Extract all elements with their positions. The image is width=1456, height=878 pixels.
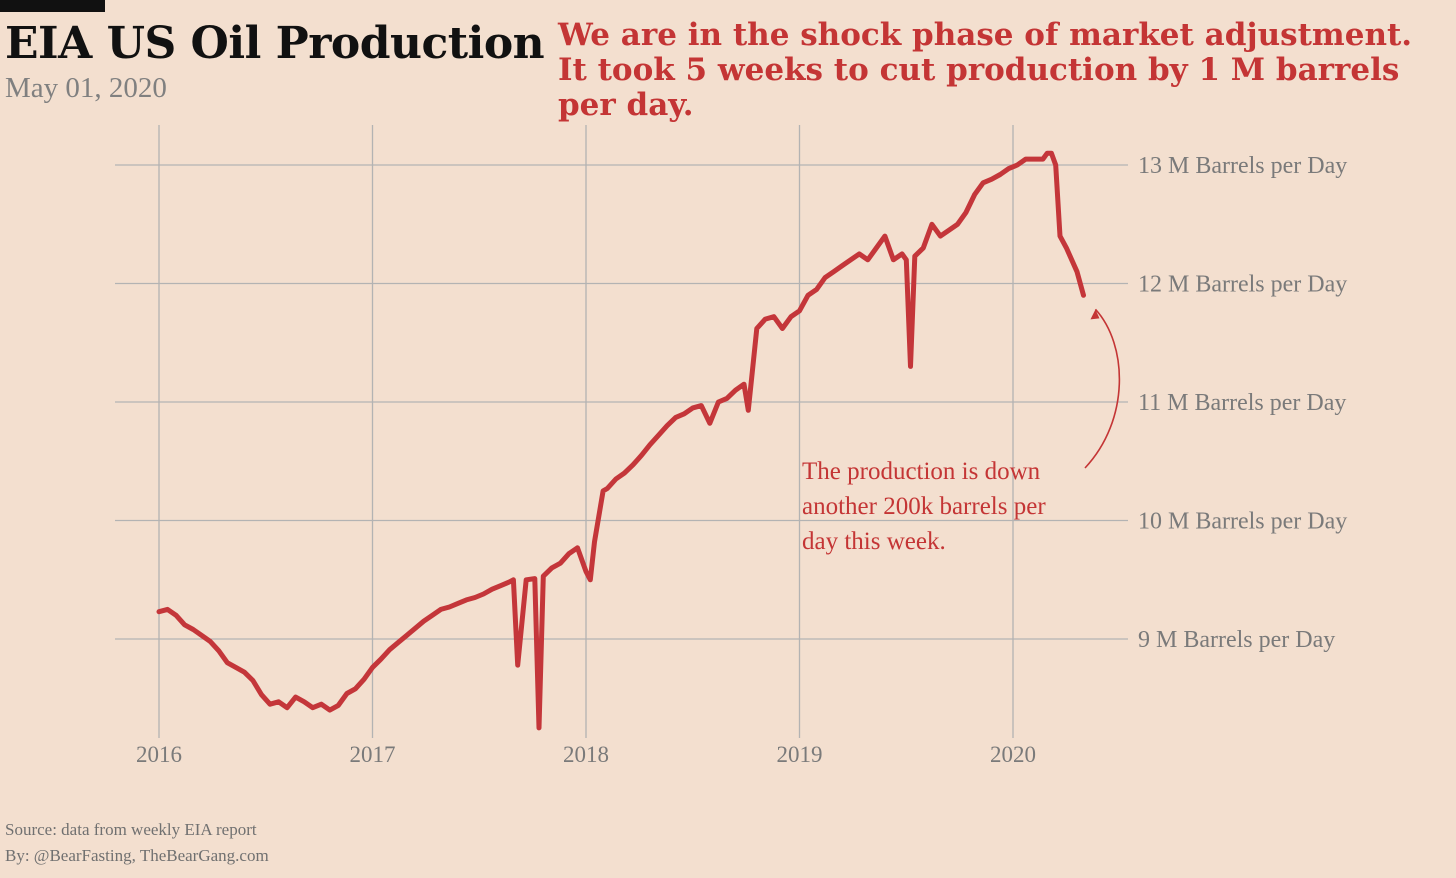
annotation-text-line: another 200k barrels per bbox=[802, 493, 1046, 520]
source-note: Source: data from weekly EIA report bbox=[5, 820, 257, 839]
x-tick-label: 2019 bbox=[777, 742, 823, 767]
y-tick-label: 9 M Barrels per Day bbox=[1138, 627, 1335, 653]
annotation-group: The production is down another 200k barre… bbox=[802, 308, 1121, 555]
x-axis: 2016 2017 2018 2019 2020 bbox=[136, 742, 1036, 767]
x-tick-label: 2018 bbox=[563, 742, 609, 767]
annotation-arrow bbox=[1084, 308, 1121, 469]
annotation-text-line: The production is down bbox=[802, 458, 1041, 485]
y-tick-label: 11 M Barrels per Day bbox=[1138, 390, 1346, 416]
y-axis: 9 M Barrels per Day 10 M Barrels per Day 1… bbox=[1138, 153, 1347, 653]
y-tick-label: 12 M Barrels per Day bbox=[1138, 272, 1347, 298]
top-accent-bar bbox=[0, 0, 105, 12]
x-tick-label: 2020 bbox=[990, 742, 1036, 767]
y-tick-label: 10 M Barrels per Day bbox=[1138, 509, 1347, 535]
chart-date: May 01, 2020 bbox=[5, 72, 167, 104]
x-tick-label: 2017 bbox=[350, 742, 396, 767]
chart-title: EIA US Oil Production bbox=[5, 18, 545, 69]
byline: By: @BearFasting, TheBearGang.com bbox=[5, 846, 269, 865]
headline-annotation: We are in the shock phase of market adju… bbox=[558, 17, 1413, 123]
y-tick-label: 13 M Barrels per Day bbox=[1138, 153, 1347, 179]
production-line bbox=[156, 150, 1086, 731]
x-tick-label: 2016 bbox=[136, 742, 182, 767]
annotation-text-line: day this week. bbox=[802, 528, 946, 555]
annotation-arrowhead bbox=[1090, 309, 1100, 320]
chart-grid bbox=[115, 125, 1128, 738]
